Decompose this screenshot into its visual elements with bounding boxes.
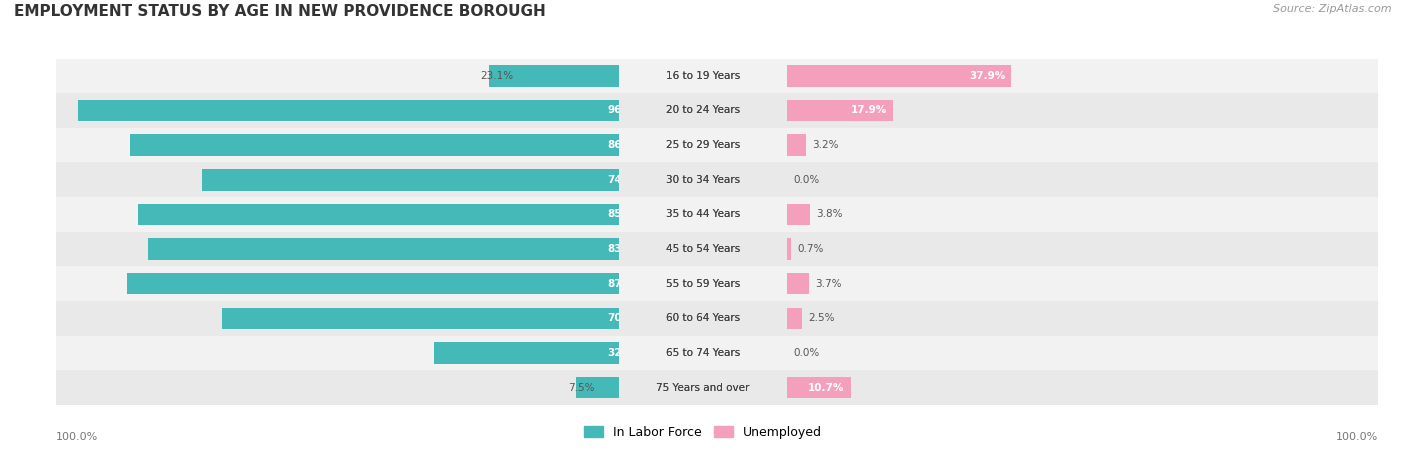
Text: 100.0%: 100.0% bbox=[56, 432, 98, 442]
Text: 70.5%: 70.5% bbox=[607, 313, 644, 324]
Text: 83.6%: 83.6% bbox=[607, 244, 644, 254]
Text: 7.5%: 7.5% bbox=[568, 382, 595, 393]
Bar bbox=[787, 204, 810, 225]
Text: 37.9%: 37.9% bbox=[969, 71, 1005, 81]
Text: 45 to 54 Years: 45 to 54 Years bbox=[666, 244, 740, 254]
Bar bbox=[787, 273, 810, 294]
Text: 65 to 74 Years: 65 to 74 Years bbox=[666, 348, 740, 358]
Bar bbox=[129, 135, 619, 156]
Text: 3.2%: 3.2% bbox=[813, 140, 838, 150]
Bar bbox=[787, 128, 1378, 162]
Text: 23.1%: 23.1% bbox=[481, 71, 513, 81]
Bar bbox=[56, 197, 619, 232]
Bar bbox=[149, 238, 619, 260]
Bar bbox=[489, 65, 619, 86]
Text: EMPLOYMENT STATUS BY AGE IN NEW PROVIDENCE BOROUGH: EMPLOYMENT STATUS BY AGE IN NEW PROVIDEN… bbox=[14, 4, 546, 19]
Text: 20 to 24 Years: 20 to 24 Years bbox=[666, 105, 740, 116]
Bar bbox=[56, 336, 619, 370]
Bar bbox=[56, 58, 619, 93]
Bar bbox=[433, 342, 619, 364]
Bar bbox=[56, 128, 619, 162]
Bar bbox=[787, 93, 1378, 128]
Text: 75 Years and over: 75 Years and over bbox=[657, 382, 749, 393]
Text: 3.8%: 3.8% bbox=[815, 209, 842, 220]
Text: 100.0%: 100.0% bbox=[1336, 432, 1378, 442]
Bar bbox=[787, 336, 1378, 370]
Bar bbox=[222, 308, 619, 329]
Text: 60 to 64 Years: 60 to 64 Years bbox=[666, 313, 740, 324]
Text: 35 to 44 Years: 35 to 44 Years bbox=[666, 209, 740, 220]
Bar bbox=[787, 308, 803, 329]
Bar bbox=[787, 370, 1378, 405]
Text: 16 to 19 Years: 16 to 19 Years bbox=[666, 71, 740, 81]
Text: 75 Years and over: 75 Years and over bbox=[657, 382, 749, 393]
Bar bbox=[79, 100, 619, 121]
Bar bbox=[576, 377, 619, 398]
Text: 16 to 19 Years: 16 to 19 Years bbox=[666, 71, 740, 81]
Bar bbox=[787, 65, 1011, 86]
Bar bbox=[787, 266, 1378, 301]
Bar bbox=[787, 135, 806, 156]
Bar bbox=[56, 266, 619, 301]
Bar bbox=[787, 162, 1378, 197]
Text: 86.9%: 86.9% bbox=[607, 140, 644, 150]
Text: 2.5%: 2.5% bbox=[808, 313, 835, 324]
Bar bbox=[787, 100, 893, 121]
Text: 55 to 59 Years: 55 to 59 Years bbox=[666, 279, 740, 289]
Bar bbox=[787, 301, 1378, 336]
Bar bbox=[127, 273, 619, 294]
Bar bbox=[138, 204, 619, 225]
Text: Source: ZipAtlas.com: Source: ZipAtlas.com bbox=[1274, 4, 1392, 14]
Text: 74.1%: 74.1% bbox=[607, 175, 644, 185]
Bar bbox=[202, 169, 619, 190]
Text: 85.5%: 85.5% bbox=[607, 209, 644, 220]
Text: 30 to 34 Years: 30 to 34 Years bbox=[666, 175, 740, 185]
Text: 0.7%: 0.7% bbox=[797, 244, 824, 254]
Text: 0.0%: 0.0% bbox=[793, 175, 820, 185]
Text: 96.1%: 96.1% bbox=[607, 105, 644, 116]
Bar bbox=[787, 197, 1378, 232]
Bar bbox=[56, 370, 619, 405]
Text: 17.9%: 17.9% bbox=[851, 105, 887, 116]
Bar bbox=[787, 377, 851, 398]
Legend: In Labor Force, Unemployed: In Labor Force, Unemployed bbox=[579, 421, 827, 444]
Text: 30 to 34 Years: 30 to 34 Years bbox=[666, 175, 740, 185]
Bar bbox=[56, 301, 619, 336]
Text: 20 to 24 Years: 20 to 24 Years bbox=[666, 105, 740, 116]
Text: 25 to 29 Years: 25 to 29 Years bbox=[666, 140, 740, 150]
Text: 10.7%: 10.7% bbox=[808, 382, 845, 393]
Text: 0.0%: 0.0% bbox=[793, 348, 820, 358]
Bar bbox=[787, 238, 792, 260]
Text: 35 to 44 Years: 35 to 44 Years bbox=[666, 209, 740, 220]
Text: 25 to 29 Years: 25 to 29 Years bbox=[666, 140, 740, 150]
Bar bbox=[56, 162, 619, 197]
Bar bbox=[787, 232, 1378, 266]
Text: 32.9%: 32.9% bbox=[607, 348, 644, 358]
Text: 45 to 54 Years: 45 to 54 Years bbox=[666, 244, 740, 254]
Text: 65 to 74 Years: 65 to 74 Years bbox=[666, 348, 740, 358]
Text: 3.7%: 3.7% bbox=[815, 279, 842, 289]
Text: 55 to 59 Years: 55 to 59 Years bbox=[666, 279, 740, 289]
Text: 87.5%: 87.5% bbox=[607, 279, 644, 289]
Bar bbox=[56, 93, 619, 128]
Bar bbox=[787, 58, 1378, 93]
Bar bbox=[56, 232, 619, 266]
Text: 60 to 64 Years: 60 to 64 Years bbox=[666, 313, 740, 324]
